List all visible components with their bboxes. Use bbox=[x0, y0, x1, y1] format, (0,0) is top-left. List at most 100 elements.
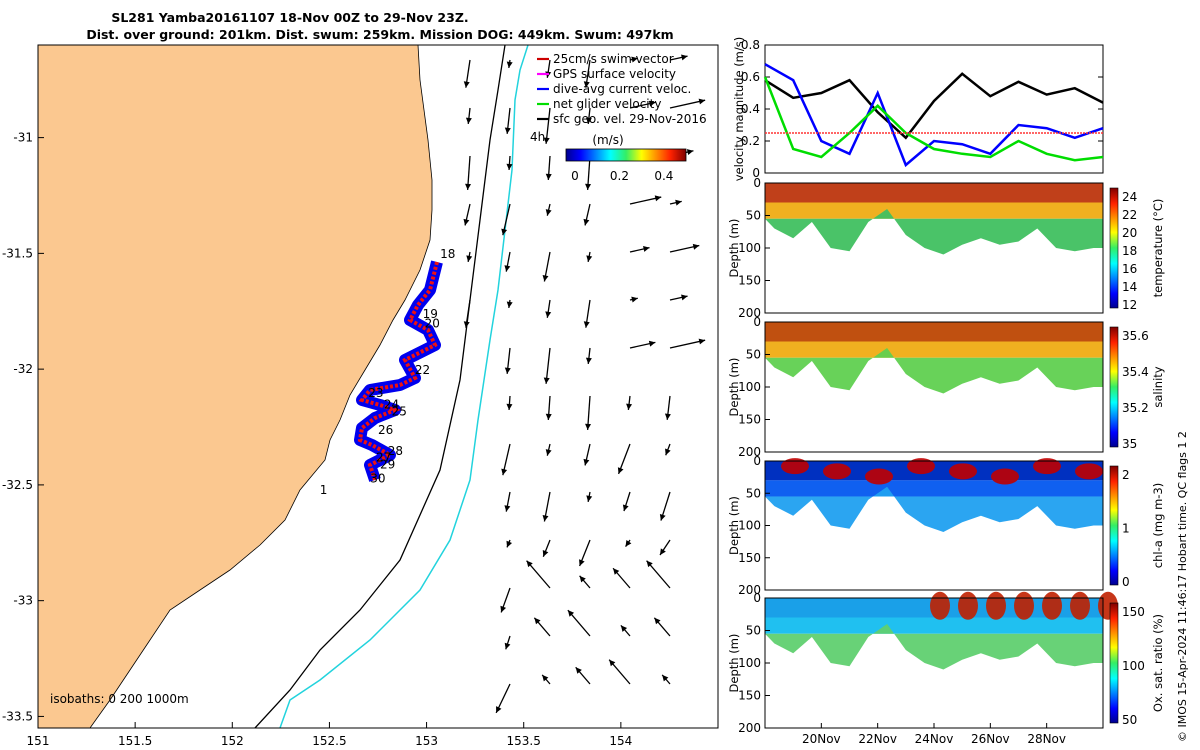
velocity-arrow bbox=[506, 163, 513, 170]
land-mass bbox=[38, 45, 433, 728]
velocity-arrow bbox=[698, 338, 706, 345]
velocity-arrow bbox=[648, 100, 656, 107]
velocity-arrow bbox=[631, 56, 638, 63]
velocity-arrow bbox=[613, 568, 620, 575]
colorbar-tick-label: 1 bbox=[1122, 522, 1130, 536]
day-label: 23 bbox=[368, 386, 383, 400]
figure-title-line1: SL281 Yamba20161107 18-Nov 00Z to 29-Nov… bbox=[111, 10, 469, 25]
depth-heatmap-4: 0 50 100 150 200 Depth (m) 50 100 150 Ox. sat. ra… bbox=[727, 591, 1165, 746]
velocity-arrow bbox=[585, 357, 592, 364]
oxygen-patch bbox=[958, 591, 978, 620]
day-label: 28 bbox=[388, 444, 403, 458]
velocity-arrow bbox=[583, 458, 590, 466]
map-y-tick-label: -33.5 bbox=[2, 709, 33, 723]
velocity-arrow bbox=[585, 183, 592, 190]
depth-tick-label: 150 bbox=[738, 689, 761, 703]
depth-tick-label: 50 bbox=[746, 209, 761, 223]
velocity-arrow bbox=[545, 173, 552, 180]
velocity-arrow bbox=[660, 548, 666, 555]
map-x-tick-label: 151.5 bbox=[118, 734, 152, 748]
map-y-tick-label: -31.5 bbox=[2, 246, 33, 260]
map-x-tick-label: 152 bbox=[221, 734, 244, 748]
colorbar bbox=[1109, 602, 1119, 724]
depth-heatmap-3: 0 50 100 150 200 Depth (m) 0 1 2 chl-a (mg m-3) bbox=[727, 454, 1165, 597]
velocity-arrow bbox=[545, 449, 552, 456]
isobath-1000m bbox=[254, 45, 506, 728]
depth-tick-label: 150 bbox=[738, 551, 761, 565]
velocity-arrow bbox=[526, 560, 533, 568]
map-y-tick-label: -31 bbox=[13, 131, 33, 145]
velocity-arrow bbox=[675, 199, 682, 206]
isobath-200m bbox=[279, 45, 529, 728]
velocity-arrow bbox=[545, 413, 552, 420]
velocity-arrow bbox=[542, 674, 549, 682]
day-label: 24 bbox=[384, 397, 399, 411]
day-label: 18 bbox=[440, 247, 455, 261]
colorbar-tick-label: 35.4 bbox=[1122, 365, 1149, 379]
depth-axis-label: Depth (m) bbox=[727, 358, 741, 417]
velocity-arrow bbox=[504, 505, 511, 512]
swim-vector-trace bbox=[357, 261, 439, 481]
depth-tick-label: 150 bbox=[738, 413, 761, 427]
velocity-arrow bbox=[626, 403, 633, 410]
time-x-tick-label: 28Nov bbox=[1027, 732, 1066, 746]
depth-tick-label: 0 bbox=[753, 591, 761, 605]
colorbar-tick-label: 35.2 bbox=[1122, 401, 1149, 415]
velocity-arrow bbox=[545, 209, 552, 216]
legend-entry: 25cm/s swim vector bbox=[553, 52, 674, 66]
depth-axis-label: Depth (m) bbox=[727, 219, 741, 278]
velocity-arrow bbox=[545, 311, 552, 318]
colorbar-tick-label: 22 bbox=[1122, 208, 1137, 222]
oxygen-patch bbox=[986, 591, 1006, 620]
colorbar-tick-label: 14 bbox=[1122, 280, 1137, 294]
day-label: 20 bbox=[425, 316, 440, 330]
depth-tick-label: 100 bbox=[738, 241, 761, 255]
velocity-arrow bbox=[534, 617, 541, 625]
colorbar-tick-label: 0.2 bbox=[610, 169, 629, 183]
depth-tick-label: 200 bbox=[738, 445, 761, 459]
velocity-arrow bbox=[579, 575, 586, 583]
depth-tick-label: 100 bbox=[738, 380, 761, 394]
copyright-note: © IMOS 15-Apr-2024 11:46:17 Hobart time.… bbox=[1176, 431, 1189, 742]
velocity-arrow bbox=[501, 228, 508, 236]
day-label: 26 bbox=[378, 423, 393, 437]
depth-tick-label: 100 bbox=[738, 656, 761, 670]
colorbar-tick-label: 50 bbox=[1122, 713, 1137, 727]
velocity-arrow bbox=[659, 513, 666, 521]
map-x-tick-label: 154 bbox=[609, 734, 632, 748]
day-label: 27 bbox=[376, 451, 391, 465]
velocity-arrow bbox=[504, 367, 511, 374]
velocity-arrow bbox=[583, 218, 590, 226]
glider-track bbox=[354, 260, 443, 482]
depth-tick-label: 150 bbox=[738, 274, 761, 288]
depth-tick-label: 0 bbox=[753, 315, 761, 329]
colorbar-tick-label: 18 bbox=[1122, 244, 1137, 258]
velocity-arrow bbox=[579, 559, 585, 566]
depth-tick-label: 50 bbox=[746, 348, 761, 362]
chl-patch bbox=[865, 468, 893, 485]
velocity-arrow bbox=[575, 667, 582, 674]
time-x-tick-label: 20Nov bbox=[802, 732, 841, 746]
legend-entry: sfc geo. vel. 29-Nov-2016 bbox=[553, 112, 707, 126]
map-x-tick-label: 151 bbox=[27, 734, 50, 748]
chl-patch bbox=[781, 458, 809, 475]
velocity-y-axis-label: velocity magnitude (m/s) bbox=[732, 37, 746, 182]
velocity-arrow bbox=[542, 275, 549, 282]
velocity-arrow bbox=[463, 218, 470, 226]
day-label: 30 bbox=[370, 472, 385, 486]
map-y-tick-label: -33 bbox=[13, 594, 33, 608]
map-y-tick-label: -32.5 bbox=[2, 478, 33, 492]
chl-patch bbox=[949, 463, 977, 480]
colorbar-tick-label: 0 bbox=[1122, 575, 1130, 589]
colorbar-tick-label: 12 bbox=[1122, 298, 1137, 312]
velocity-arrow bbox=[543, 137, 550, 144]
velocity-series-line bbox=[763, 76, 1104, 162]
figure-title-line2: Dist. over ground: 201km. Dist. swum: 25… bbox=[86, 27, 674, 42]
velocity-arrow bbox=[686, 149, 694, 156]
velocity-arrow bbox=[620, 625, 628, 632]
chl-patch bbox=[823, 463, 851, 480]
velocity-arrow bbox=[506, 301, 513, 308]
